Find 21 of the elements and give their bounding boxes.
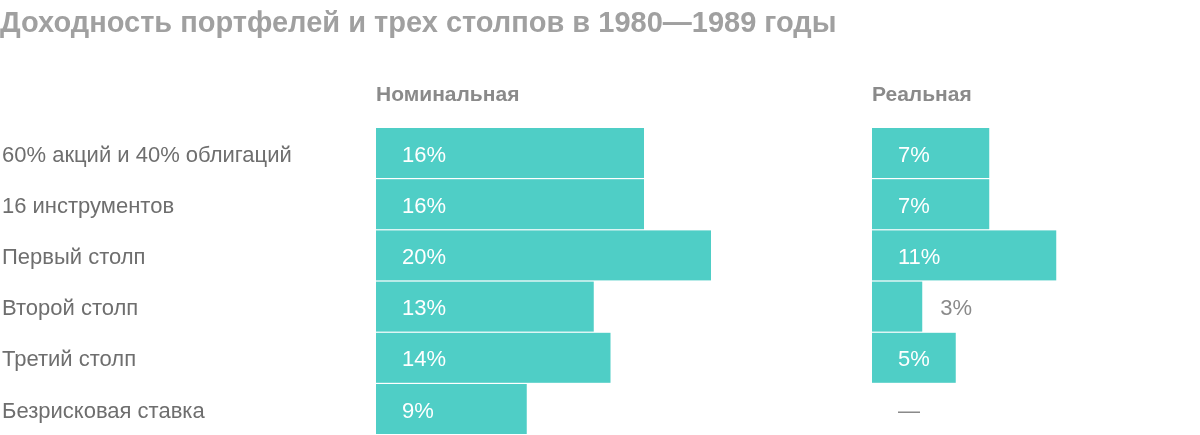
y-tick-label: Первый столп xyxy=(2,244,146,269)
data-label: 13% xyxy=(402,295,447,321)
y-tick-label: Второй столп xyxy=(2,295,139,321)
data-label: 9% xyxy=(402,397,434,423)
chart-subtitle: Номинальная xyxy=(376,82,520,105)
data-label: 5% xyxy=(898,346,930,372)
text: — xyxy=(898,397,920,423)
data-label: 7% xyxy=(898,141,930,167)
data-label: 7% xyxy=(898,192,930,218)
data-label: 16% xyxy=(402,141,447,167)
data-label: 16% xyxy=(402,192,447,218)
chart-title: Реальная xyxy=(872,82,972,105)
chart-title: Доходность портфелей и трех столпов в 1980—1989 годы xyxy=(0,6,837,38)
data-label: 3% xyxy=(940,295,973,321)
data-label: 11% xyxy=(898,244,941,269)
y-tick-label: 16 инструментов xyxy=(2,192,175,218)
data-label: 20% xyxy=(402,244,447,269)
data-label: 14% xyxy=(402,346,447,372)
y-tick-label: 60% акций и 40% облигаций xyxy=(2,141,292,167)
y-tick-label: Третий столп xyxy=(2,346,137,372)
y-tick-label: Безрисковая ставка xyxy=(2,397,206,423)
